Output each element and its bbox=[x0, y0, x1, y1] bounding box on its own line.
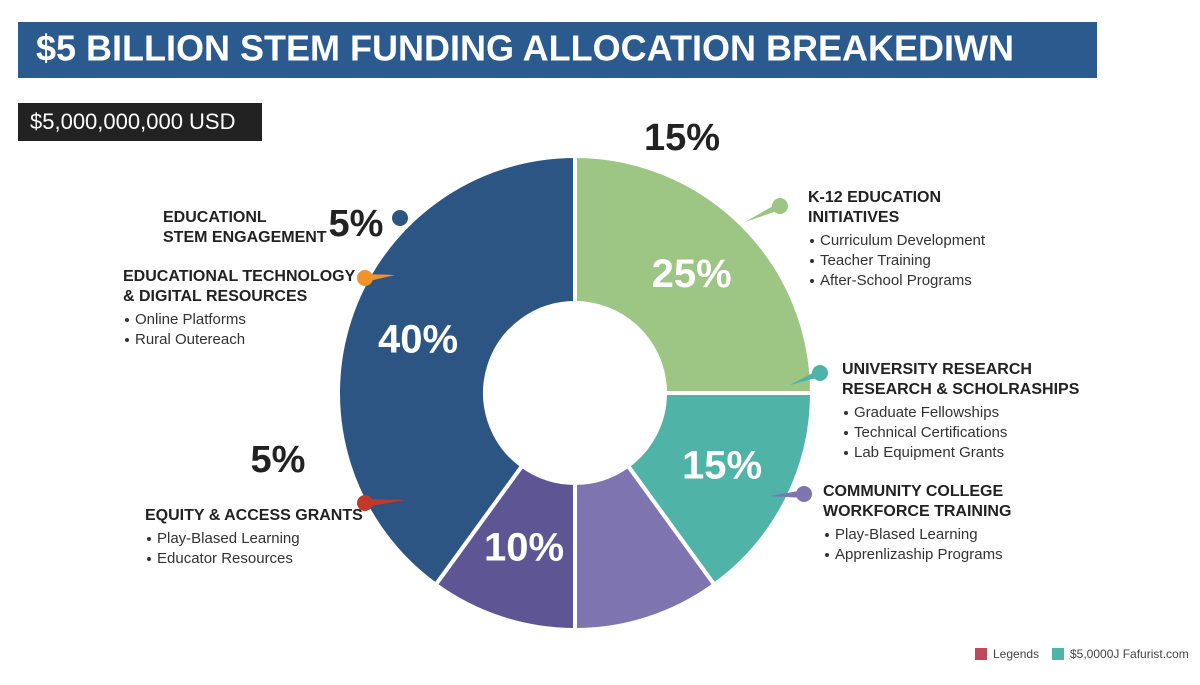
callout-heading: EDUCATIONAL TECHNOLOGY bbox=[123, 268, 356, 285]
legend-swatch bbox=[975, 648, 987, 660]
callout-heading: COMMUNITY COLLEGE bbox=[823, 483, 1003, 500]
callout-dot bbox=[812, 365, 828, 381]
bullet bbox=[810, 259, 814, 263]
callout-dot bbox=[392, 210, 408, 226]
bullet bbox=[125, 318, 129, 322]
bullet bbox=[147, 537, 151, 541]
callout-item: Online Platforms bbox=[135, 311, 246, 328]
bullet bbox=[125, 338, 129, 342]
slice-label: 25% bbox=[652, 252, 732, 296]
callout-pointer bbox=[365, 499, 405, 507]
slice bbox=[573, 153, 815, 395]
legend-label: Legends bbox=[993, 647, 1039, 661]
callout-heading: WORKFORCE TRAINING bbox=[823, 503, 1011, 520]
bullet bbox=[147, 557, 151, 561]
bullet bbox=[844, 451, 848, 455]
annotation: 5% bbox=[251, 439, 306, 481]
slice-label: 40% bbox=[378, 318, 458, 362]
callout-heading: RESEARCH & SCHOLRASHIPS bbox=[842, 381, 1080, 398]
callout-item: Lab Equipment Grants bbox=[854, 444, 1004, 461]
callout-dot bbox=[357, 270, 373, 286]
callout-heading: K-12 EDUCATION bbox=[808, 189, 941, 206]
bullet bbox=[844, 431, 848, 435]
callout-item: Rural Outereach bbox=[135, 331, 245, 348]
callout-item: Apprenlizaship Programs bbox=[835, 546, 1003, 563]
callout-pointer bbox=[745, 202, 780, 222]
annotation: 15% bbox=[644, 117, 720, 159]
bullet bbox=[810, 279, 814, 283]
annotation: 5% bbox=[329, 203, 384, 245]
callout-dot bbox=[796, 486, 812, 502]
callout-dot bbox=[357, 495, 373, 511]
subtitle-badge bbox=[18, 103, 262, 141]
callout-item: After-School Programs bbox=[820, 272, 972, 289]
legend-swatch bbox=[1052, 648, 1064, 660]
callout-heading: STEM ENGAGEMENT bbox=[163, 229, 327, 246]
callout-heading: UNIVERSITY RESEARCH bbox=[842, 361, 1032, 378]
callout-item: Play-Blased Learning bbox=[157, 530, 300, 547]
slice bbox=[625, 391, 815, 588]
callout-heading: EQUITY & ACCESS GRANTS bbox=[145, 507, 363, 524]
callout-item: Teacher Training bbox=[820, 252, 931, 269]
bullet bbox=[810, 239, 814, 243]
callout-item: Play-Blased Learning bbox=[835, 526, 978, 543]
slice-label: 10% bbox=[484, 525, 564, 569]
bullet bbox=[825, 533, 829, 537]
title-banner bbox=[18, 22, 1097, 78]
callout-pointer bbox=[770, 490, 804, 498]
callout-item: Educator Resources bbox=[157, 550, 293, 567]
callout-dot bbox=[772, 198, 788, 214]
bullet bbox=[825, 553, 829, 557]
slice bbox=[336, 153, 577, 588]
callout-item: Curriculum Development bbox=[820, 232, 986, 249]
callout-item: Technical Certifications bbox=[854, 424, 1007, 441]
bullet bbox=[844, 411, 848, 415]
callout-heading: & DIGITAL RESOURCES bbox=[123, 288, 308, 305]
callout-heading: INITIATIVES bbox=[808, 209, 900, 226]
callout-heading: EDUCATIONL bbox=[163, 209, 267, 226]
callout-item: Graduate Fellowships bbox=[854, 404, 999, 421]
subtitle: $5,000,000,000 USD bbox=[30, 109, 236, 134]
legend-label: $5,0000J Fafurist.com bbox=[1070, 647, 1189, 661]
chart-title: $5 BILLION STEM FUNDING ALLOCATION BREAK… bbox=[36, 28, 1014, 69]
slice-label: 15% bbox=[682, 443, 762, 487]
